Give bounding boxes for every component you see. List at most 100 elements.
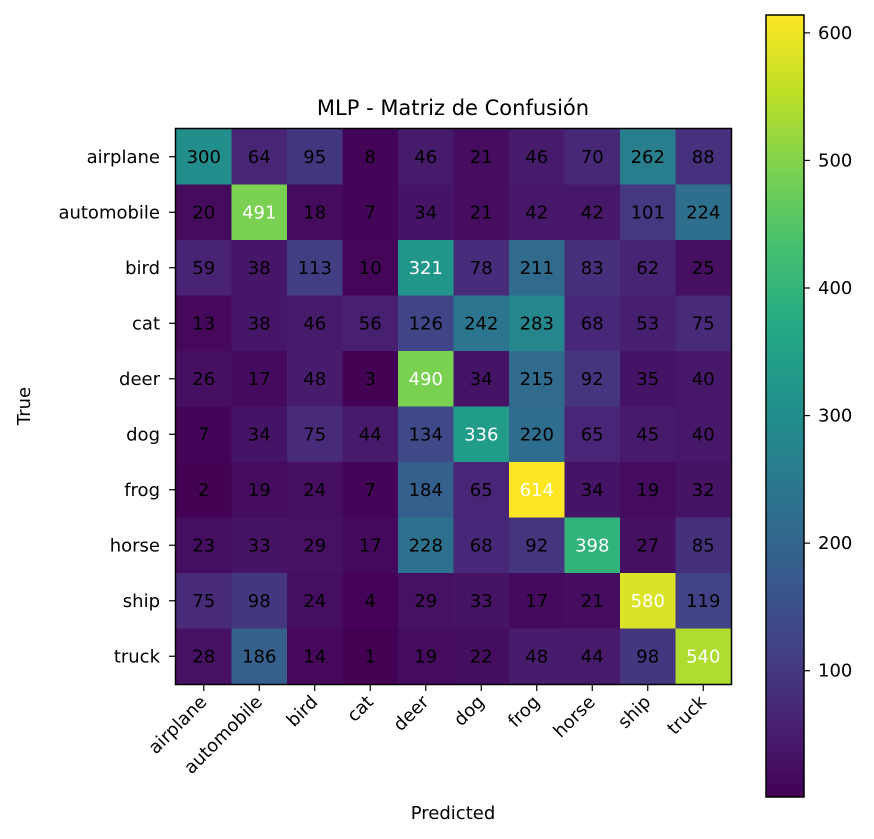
cell-value-label: 21: [470, 147, 493, 168]
heatmap-cell: [453, 351, 510, 408]
cell-value-label: 126: [409, 313, 443, 334]
heatmap-cell: [287, 295, 344, 352]
heatmap-cell: [231, 517, 288, 574]
cell-value-label: 17: [248, 369, 271, 390]
cell-value-label: 300: [187, 147, 221, 168]
cell-value-label: 491: [242, 202, 276, 223]
cell-value-label: 321: [409, 258, 443, 279]
cell-value-label: 65: [581, 424, 604, 445]
cell-value-label: 119: [686, 591, 720, 612]
cell-value-label: 24: [303, 480, 326, 501]
cell-value-label: 75: [192, 591, 215, 612]
cell-value-label: 34: [414, 202, 437, 223]
heatmap-cell: [620, 129, 677, 186]
heatmap-cell: [398, 517, 455, 574]
cell-value-label: 21: [470, 202, 493, 223]
heatmap-cell: [342, 129, 399, 186]
cell-value-label: 62: [636, 258, 659, 279]
cell-value-label: 215: [520, 369, 554, 390]
cell-value-label: 32: [692, 480, 715, 501]
heatmap-cells: [176, 129, 732, 685]
cell-value-label: 20: [192, 202, 215, 223]
cell-value-label: 59: [192, 258, 215, 279]
heatmap-cell: [176, 240, 233, 297]
cell-value-label: 45: [636, 424, 659, 445]
cell-value-label: 65: [470, 480, 493, 501]
cell-value-label: 40: [692, 369, 715, 390]
heatmap-cell: [620, 351, 677, 408]
cell-value-label: 29: [303, 535, 326, 556]
cell-value-label: 34: [248, 424, 271, 445]
heatmap-cell: [453, 184, 510, 241]
cell-value-label: 46: [414, 147, 437, 168]
heatmap-cell: [453, 462, 510, 519]
heatmap-cell: [675, 628, 732, 685]
heatmap-cell: [675, 184, 732, 241]
x-tick-label: deer: [389, 691, 433, 735]
cell-value-label: 92: [525, 535, 548, 556]
y-tick-label: ship: [123, 591, 160, 612]
heatmap-cell: [176, 295, 233, 352]
heatmap-cell: [509, 628, 566, 685]
heatmap-cell: [398, 351, 455, 408]
cell-value-label: 38: [248, 313, 271, 334]
cell-value-label: 38: [248, 258, 271, 279]
x-tick-label: bird: [283, 692, 323, 732]
cell-value-label: 4: [365, 591, 376, 612]
cell-value-label: 580: [631, 591, 665, 612]
cell-value-label: 48: [525, 646, 548, 667]
heatmap-cell: [564, 240, 621, 297]
colorbar-tick-label: 400: [818, 278, 852, 299]
cell-value-label: 3: [365, 369, 376, 390]
cell-value-label: 19: [636, 480, 659, 501]
heatmap-cell: [620, 184, 677, 241]
colorbar-tick-label: 100: [818, 661, 852, 682]
heatmap-cell: [509, 295, 566, 352]
heatmap-cell: [231, 129, 288, 186]
cell-value-label: 490: [409, 369, 443, 390]
cell-value-label: 23: [192, 535, 215, 556]
cell-value-label: 33: [470, 591, 493, 612]
cell-value-label: 95: [303, 147, 326, 168]
heatmap-cell: [398, 184, 455, 241]
cell-value-label: 184: [409, 480, 443, 501]
heatmap-cell: [620, 462, 677, 519]
heatmap-cell: [231, 406, 288, 463]
heatmap-cell: [620, 517, 677, 574]
heatmap-cell: [176, 129, 233, 186]
heatmap-cell: [509, 573, 566, 630]
cell-value-label: 10: [359, 258, 382, 279]
colorbar-tick-label: 500: [818, 150, 852, 171]
y-tick-label: cat: [132, 313, 160, 334]
cell-value-label: 101: [631, 202, 665, 223]
y-tick-label: horse: [110, 535, 160, 556]
heatmap-cell: [675, 573, 732, 630]
heatmap-cell: [620, 406, 677, 463]
y-tick-label: truck: [114, 646, 161, 667]
heatmap-cell: [453, 406, 510, 463]
cell-value-label: 24: [303, 591, 326, 612]
cell-value-label: 28: [192, 646, 215, 667]
heatmap-cell: [287, 406, 344, 463]
heatmap-cell: [509, 406, 566, 463]
heatmap-cell: [453, 573, 510, 630]
heatmap-cell: [398, 129, 455, 186]
heatmap-cell: [398, 240, 455, 297]
heatmap-cell: [453, 517, 510, 574]
cell-value-label: 113: [298, 258, 332, 279]
heatmap-cell: [453, 295, 510, 352]
heatmap-cell: [620, 573, 677, 630]
heatmap-cell: [398, 573, 455, 630]
heatmap-cell: [675, 295, 732, 352]
heatmap-cell: [675, 462, 732, 519]
heatmap-cell: [287, 129, 344, 186]
heatmap-cell: [287, 462, 344, 519]
cell-value-label: 224: [686, 202, 720, 223]
cell-value-label: 68: [470, 535, 493, 556]
cell-value-label: 262: [631, 147, 665, 168]
cell-value-label: 46: [303, 313, 326, 334]
heatmap-cell: [564, 351, 621, 408]
cell-value-label: 75: [303, 424, 326, 445]
heatmap-cell: [564, 517, 621, 574]
